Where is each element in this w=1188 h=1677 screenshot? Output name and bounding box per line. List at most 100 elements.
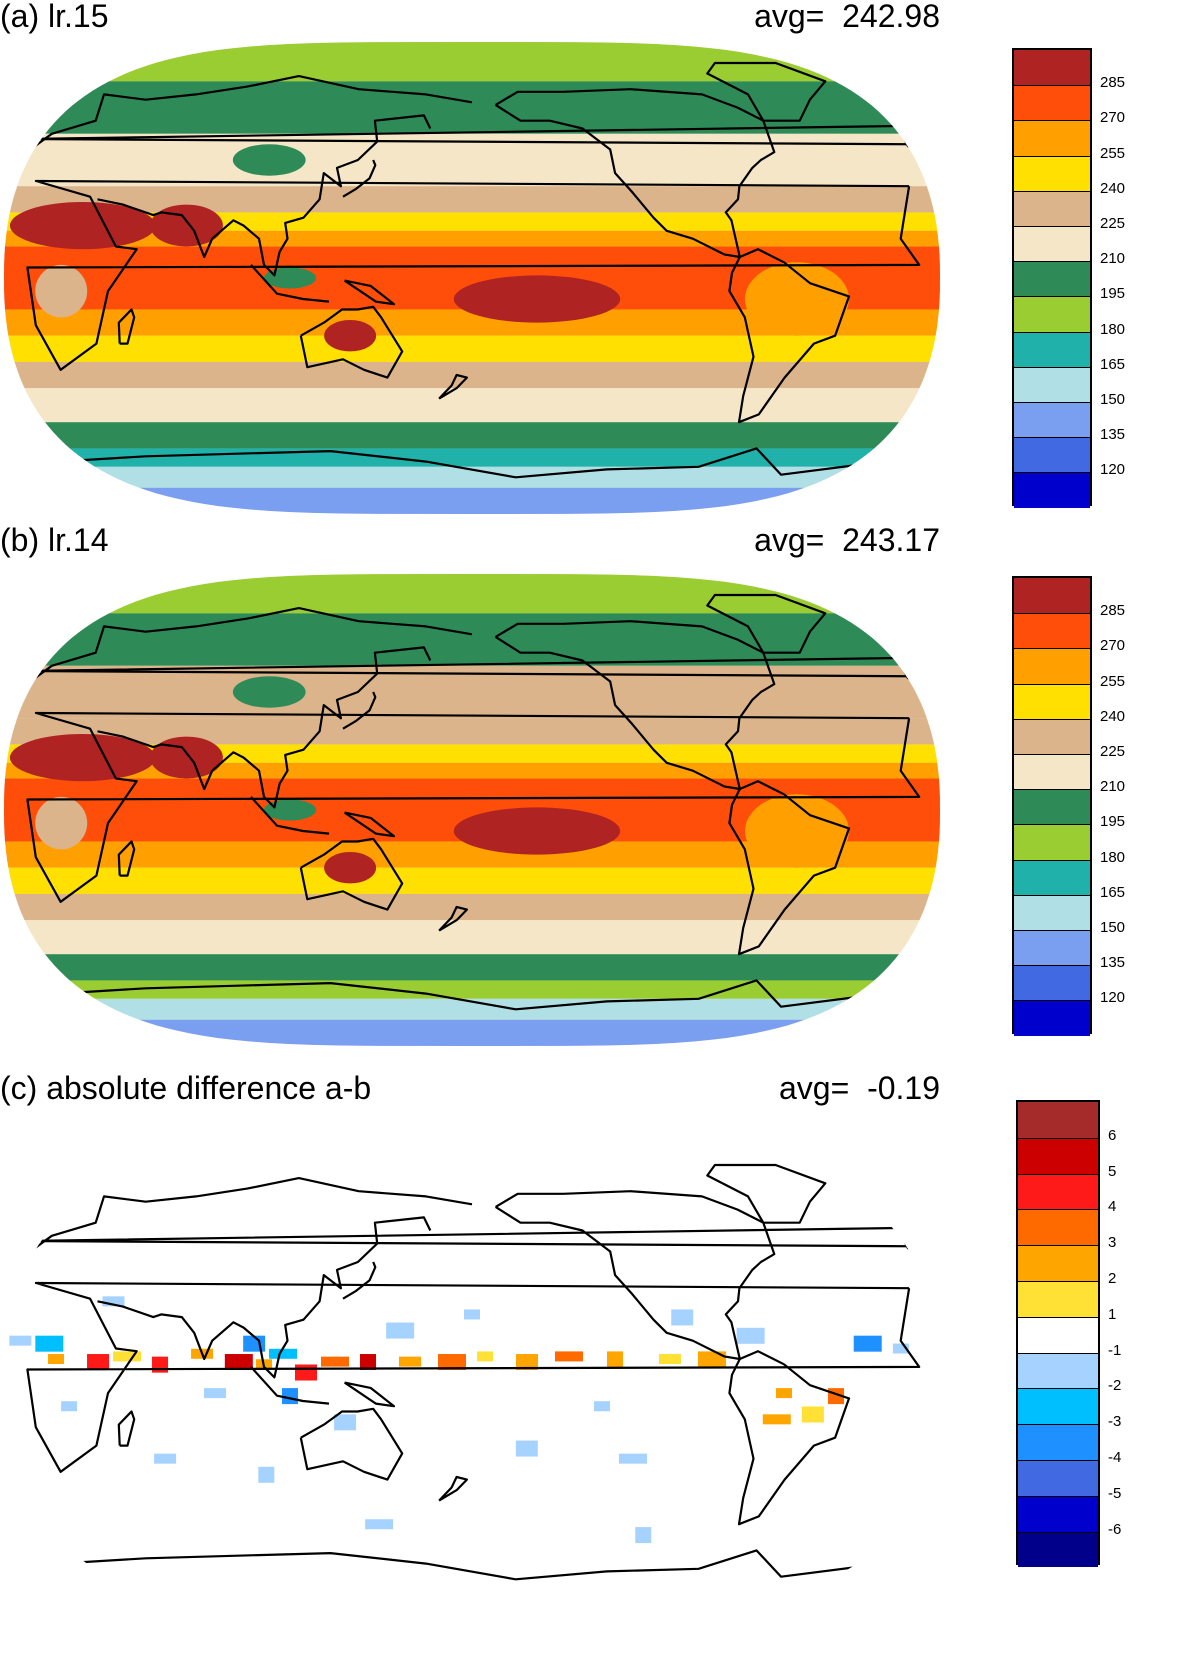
panel-a-avg-label: avg= <box>754 0 825 34</box>
colorbar-separator <box>1014 437 1090 439</box>
colorbar-label: 165 <box>1100 883 1126 901</box>
coastline-11 <box>343 279 396 306</box>
panel-c: (c) absolute difference a-b avg= -0.19 6… <box>0 1070 1188 1677</box>
panel-b-avg-value: 243.17 <box>842 522 940 558</box>
colorbar-label: 255 <box>1100 672 1126 690</box>
map-background <box>4 1144 940 1616</box>
colorbar-swatch <box>1018 1245 1098 1281</box>
diff-cell-39 <box>635 1527 652 1544</box>
field-blob-5 <box>35 264 88 318</box>
lat-band-3 <box>4 718 940 745</box>
colorbar-swatch <box>1014 613 1090 649</box>
coastline-2 <box>97 114 432 277</box>
panel-a-map <box>4 42 940 514</box>
diff-cell-25 <box>243 1335 266 1352</box>
colorbar-swatch <box>1018 1173 1098 1210</box>
diff-cell-1 <box>87 1354 110 1371</box>
colorbar-swatch <box>1014 578 1090 614</box>
colorbar-separator <box>1018 1173 1098 1175</box>
colorbar-separator <box>1018 1495 1098 1497</box>
field-blob-6 <box>232 676 306 708</box>
colorbar-swatch <box>1014 718 1090 754</box>
colorbar-swatch <box>1014 190 1090 226</box>
colorbar-label: 225 <box>1100 215 1126 232</box>
diff-cell-24 <box>61 1401 78 1412</box>
colorbar-label: 2 <box>1108 1270 1117 1287</box>
colorbar-label: 150 <box>1100 919 1126 936</box>
diff-cell-40 <box>102 1296 125 1307</box>
lat-band-5 <box>4 230 940 247</box>
panel-b-avg: avg= 243.17 <box>754 522 940 558</box>
colorbar-swatch <box>1018 1281 1098 1317</box>
diff-cell-36 <box>892 1343 909 1354</box>
panel-b: (b) lr.14 avg= 243.17 285 270 255 240 225 210… <box>0 522 1188 1070</box>
colorbar-label: 240 <box>1100 179 1126 197</box>
field-blob-2 <box>453 807 621 855</box>
colorbar-separator <box>1018 1531 1098 1533</box>
colorbar-separator <box>1014 754 1090 755</box>
colorbar-swatch <box>1014 965 1090 1001</box>
colorbar-label: 1 <box>1108 1305 1117 1323</box>
coastline-9 <box>117 1410 136 1447</box>
colorbar-separator <box>1014 472 1090 474</box>
colorbar-label: 270 <box>1100 637 1126 655</box>
colorbar-swatch <box>1014 85 1090 121</box>
colorbar-separator <box>1014 930 1090 931</box>
coastline-8 <box>342 159 377 198</box>
colorbar-label: 225 <box>1100 743 1126 760</box>
colorbar-swatch <box>1018 1424 1098 1460</box>
colorbar-swatch <box>1014 155 1090 191</box>
colorbar-separator <box>1018 1352 1098 1354</box>
diff-cell-11 <box>438 1354 467 1371</box>
colorbar-swatch <box>1018 1102 1098 1138</box>
panel-c-avg: avg= -0.19 <box>779 1070 940 1106</box>
colorbar-label: -5 <box>1108 1484 1122 1502</box>
colorbar-separator <box>1018 1137 1098 1139</box>
coastline-10 <box>250 796 330 835</box>
colorbar-swatch <box>1014 331 1090 367</box>
diff-cell-34 <box>154 1453 177 1464</box>
diff-cell-28 <box>204 1388 227 1399</box>
colorbar-swatch <box>1014 859 1090 895</box>
colorbar-swatch <box>1014 50 1090 86</box>
colorbar-separator <box>1018 1209 1098 1211</box>
coastline-1 <box>15 607 473 693</box>
lat-band-12 <box>4 980 940 999</box>
colorbar-swatch <box>1018 1316 1098 1353</box>
field-blob-0 <box>9 733 156 782</box>
diff-cell-16 <box>658 1354 681 1365</box>
colorbar-separator <box>1014 683 1090 685</box>
colorbar-swatch <box>1018 1495 1098 1532</box>
lat-band-10 <box>4 388 940 423</box>
colorbar-swatch <box>1014 296 1090 332</box>
colorbar-separator <box>1014 155 1090 157</box>
colorbar-swatch <box>1014 472 1090 508</box>
colorbar-separator <box>1018 1281 1098 1282</box>
colorbar-separator <box>1014 859 1090 861</box>
colorbar-swatch <box>1018 1531 1098 1568</box>
field-blob-7 <box>264 267 316 289</box>
colorbar-separator <box>1014 190 1090 192</box>
coastline-4 <box>495 1190 776 1361</box>
coastline-3 <box>299 305 404 379</box>
coastline-7 <box>706 1163 827 1224</box>
colorbar-swatch <box>1014 120 1090 156</box>
diff-cell-17 <box>697 1351 726 1368</box>
colorbar-separator <box>1014 789 1090 791</box>
colorbar-swatch <box>1018 1137 1098 1174</box>
coastline-2 <box>97 646 432 809</box>
field-blob-2 <box>453 275 621 323</box>
diff-cell-20 <box>762 1414 791 1425</box>
panel-c-avg-label: avg= <box>779 1070 850 1106</box>
coastline-5 <box>728 780 851 956</box>
field-blob-0 <box>9 201 156 250</box>
coastline-12 <box>438 1475 468 1502</box>
panel-b-map <box>4 574 940 1046</box>
colorbar-label: 135 <box>1100 426 1126 444</box>
colorbar-swatch <box>1014 754 1090 790</box>
field-blob-3 <box>324 851 377 884</box>
diff-cell-29 <box>386 1322 415 1339</box>
lat-band-13 <box>4 998 940 1020</box>
colorbar-separator <box>1014 894 1090 896</box>
coastline-3 <box>299 1407 404 1481</box>
